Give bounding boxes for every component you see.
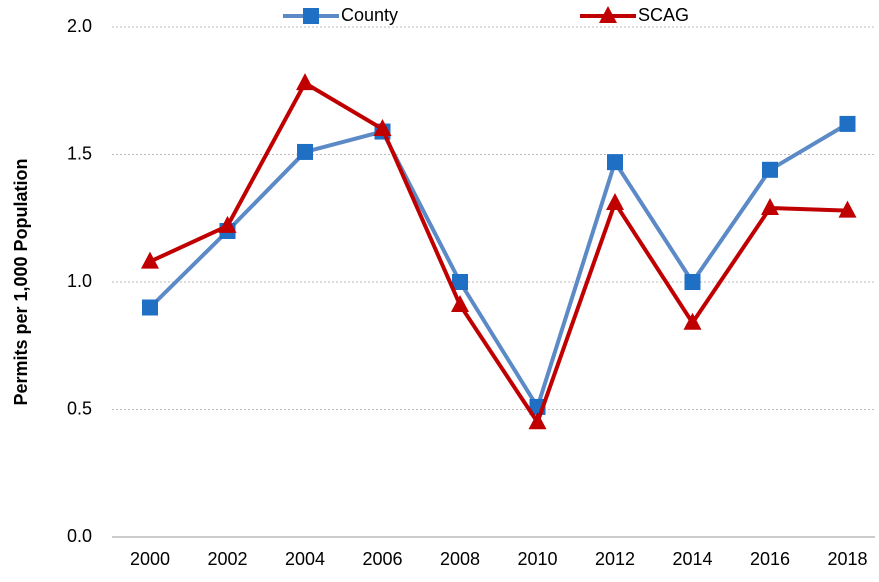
marker: [683, 312, 702, 330]
y-tick-label: 0.0: [67, 526, 92, 546]
x-tick-label: 2016: [750, 549, 790, 569]
marker: [373, 119, 392, 136]
x-tick-label: 2002: [207, 549, 247, 569]
y-tick-label: 1.0: [67, 271, 92, 291]
x-tick-label: 2014: [672, 549, 712, 569]
legend-label: SCAG: [638, 5, 689, 25]
series-line: [149, 81, 848, 425]
marker: [684, 274, 701, 290]
x-tick-label: 2006: [362, 549, 402, 569]
marker: [296, 73, 314, 91]
marker: [528, 412, 547, 430]
marker: [606, 192, 624, 210]
x-tick-label: 2008: [440, 549, 480, 569]
marker: [607, 154, 623, 171]
x-tick-label: 2004: [285, 549, 325, 569]
legend-marker: [599, 6, 617, 23]
marker: [762, 161, 778, 178]
x-tick-label: 2000: [130, 549, 170, 569]
marker: [297, 143, 313, 160]
legend-marker: [303, 8, 319, 24]
marker: [141, 251, 159, 269]
y-axis-label: Permits per 1,000 Population: [11, 158, 31, 405]
legend-label: County: [341, 5, 398, 25]
x-tick-label: 2018: [827, 549, 867, 569]
marker: [452, 274, 468, 290]
y-tick-label: 1.5: [67, 143, 92, 163]
marker: [839, 115, 856, 132]
x-tick-label: 2010: [517, 549, 557, 569]
y-tick-label: 2.0: [67, 16, 92, 36]
y-tick-label: 0.5: [67, 398, 92, 418]
marker: [218, 215, 237, 233]
series-line: [148, 122, 849, 409]
marker: [761, 198, 779, 216]
x-tick-label: 2012: [595, 549, 635, 569]
marker: [451, 294, 469, 312]
marker: [838, 200, 857, 218]
marker: [142, 299, 158, 316]
